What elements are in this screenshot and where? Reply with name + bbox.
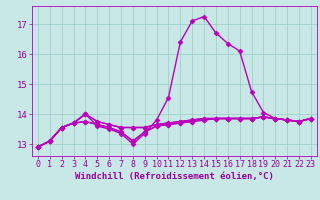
X-axis label: Windchill (Refroidissement éolien,°C): Windchill (Refroidissement éolien,°C) bbox=[75, 172, 274, 181]
